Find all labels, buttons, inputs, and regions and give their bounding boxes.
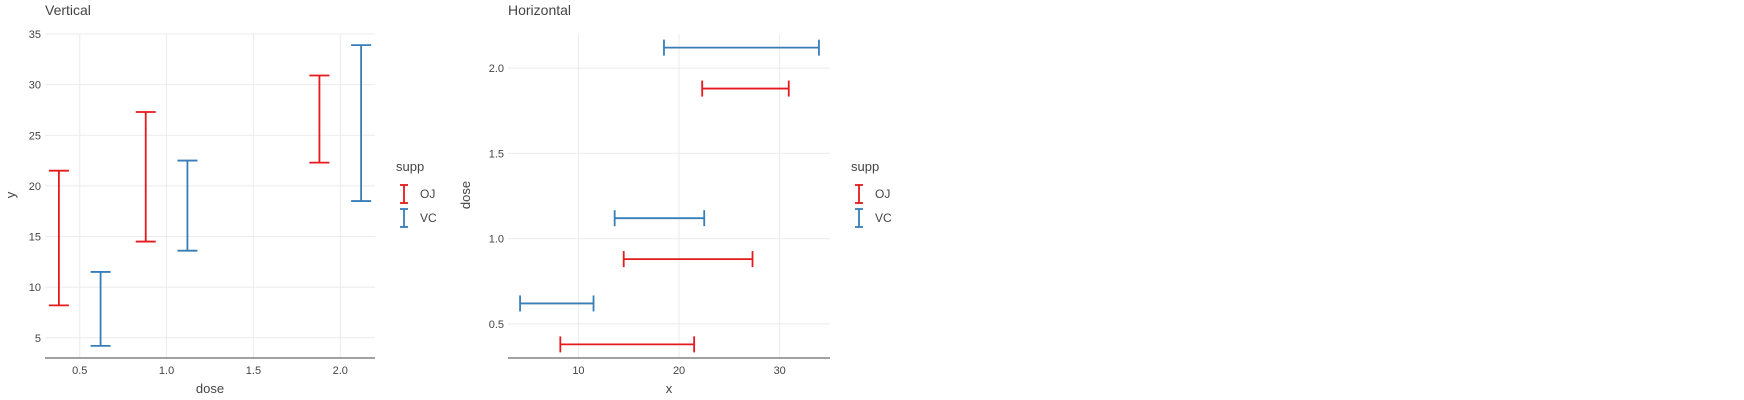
y-tick-label: 2.0 <box>489 63 504 75</box>
errorbar-oj <box>48 169 69 307</box>
x-tick-label: 30 <box>774 365 786 377</box>
x-tick-label: 0.5 <box>72 365 87 377</box>
y-tick-label: 15 <box>29 232 41 244</box>
errorbar-vc <box>90 271 111 347</box>
y-tick-label: 0.5 <box>489 319 504 331</box>
y-tick-label: 25 <box>29 130 41 142</box>
error-bars <box>48 44 372 347</box>
y-tick-label: 10 <box>29 282 41 294</box>
y-axis-title: dose <box>458 181 473 209</box>
errorbar-vc <box>351 44 372 202</box>
tick-labels: 10 20 30 0.5 1.0 1.5 2.0 <box>489 63 786 377</box>
errorbar-vc <box>613 210 706 227</box>
errorbar-oj <box>309 74 330 164</box>
legend-title: supp <box>396 159 424 174</box>
y-tick-label: 30 <box>29 80 41 92</box>
chart-title: Vertical <box>45 2 91 18</box>
legend: supp OJ VC <box>396 159 437 228</box>
gridlines <box>508 34 830 358</box>
errorbar-vc <box>519 295 595 312</box>
legend-label: OJ <box>875 187 890 201</box>
y-axis-title: y <box>3 191 18 198</box>
horizontal-errorbar-panel: Horizontal 10 20 30 0.5 1.0 1.5 2.0 x dose sup… <box>458 2 892 396</box>
tick-labels: 0.5 1.0 1.5 2.0 5 10 15 20 25 30 35 <box>29 29 348 377</box>
errorbar-oj <box>701 80 790 97</box>
x-axis-title: dose <box>196 381 224 396</box>
x-axis-title: x <box>666 381 673 396</box>
error-bars <box>519 39 820 353</box>
legend-label: VC <box>875 211 892 225</box>
errorbar-oj <box>622 251 754 268</box>
errorbar-vc <box>663 39 820 56</box>
legend-key-oj <box>855 184 863 204</box>
chart-title: Horizontal <box>508 2 571 18</box>
y-tick-label: 20 <box>29 181 41 193</box>
y-tick-label: 1.0 <box>489 234 504 246</box>
y-tick-label: 5 <box>35 333 41 345</box>
legend-title: supp <box>851 159 879 174</box>
legend-label: VC <box>420 211 437 225</box>
gridlines <box>45 33 375 358</box>
x-tick-label: 10 <box>572 365 584 377</box>
legend-key-vc <box>400 208 408 228</box>
x-tick-label: 1.0 <box>159 365 174 377</box>
legend-key-vc <box>855 208 863 228</box>
y-tick-label: 1.5 <box>489 148 504 160</box>
legend: supp OJ VC <box>851 159 892 228</box>
x-tick-label: 2.0 <box>333 365 348 377</box>
legend-key-oj <box>400 184 408 204</box>
legend-label: OJ <box>420 187 435 201</box>
errorbar-oj <box>135 111 156 243</box>
x-tick-label: 20 <box>673 365 685 377</box>
x-tick-label: 1.5 <box>246 365 261 377</box>
y-tick-label: 35 <box>29 29 41 41</box>
errorbar-vc <box>177 159 198 252</box>
errorbar-oj <box>559 336 696 353</box>
